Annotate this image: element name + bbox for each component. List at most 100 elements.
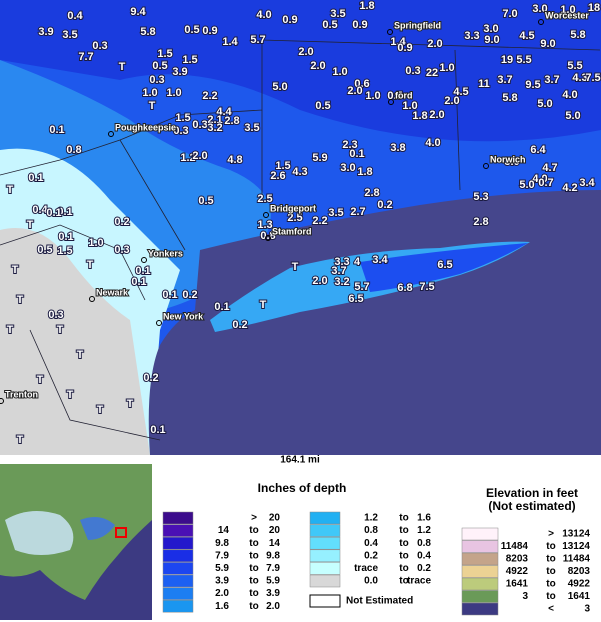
legend-to: 0.2 [417,563,431,574]
snow-reading: 0.3 [114,244,129,256]
snow-reading: 2.0 [310,60,325,72]
snow-reading: 1.5 [182,54,197,66]
snow-reading: 3.5 [330,8,345,20]
snow-reading: 0.3 [405,65,420,77]
legend-to-word: to [249,550,258,561]
snow-reading: 5.0 [272,81,287,93]
legend-from: 11484 [501,541,529,552]
legend-swatch [461,552,499,566]
snow-reading: T [87,259,94,271]
city-label: Yonkers [148,248,183,258]
snow-reading: T [119,61,126,73]
legend-title: Elevation in feet [486,486,578,500]
snow-reading: T [37,374,44,386]
snow-reading: 9.0 [540,38,555,50]
snow-reading: 19 [501,54,513,66]
legend-op: > [251,513,257,524]
snow-reading: 0.1 [58,231,73,243]
snow-reading: 7.0 [502,8,517,20]
snow-reading: 5.7 [354,281,369,293]
legend-from: 4922 [506,566,529,577]
legend-to: 7.9 [266,563,280,574]
snow-reading: 2.0 [298,46,313,58]
legend-to-word: to [249,601,258,612]
city-dot [0,398,4,404]
snow-reading: 5.8 [140,26,155,38]
snow-reading: 2.3 [342,139,357,151]
snow-reading: 2.1 [207,114,222,126]
snow-reading: 4 [354,256,361,268]
legend-to: 13124 [562,541,590,552]
city-label: Worcester [545,10,589,20]
city-dot [89,296,95,302]
state-line [0,39,601,176]
snow-reading: 3.5 [328,207,343,219]
legend-from: 9.8 [215,538,229,549]
snow-reading: 0.3 [149,74,164,86]
snow-reading: 1.8 [412,110,427,122]
snow-reading: 0.2 [377,199,392,211]
boundaries [0,39,601,441]
legend-to-word: to [546,541,555,552]
snow-reading: T [292,261,299,273]
legend-from: 3.9 [215,576,229,587]
legend-swatch [309,562,341,575]
snow-reading: 5.3 [473,191,488,203]
map: 0.4 9.43.9 3.50.37.75.8 0.5 0.91.4 5.74.0 0.9 3… [0,0,601,457]
snow-reading: 4.3 [572,72,587,84]
legend-swatch [461,527,499,541]
snow-reading: 11 [478,78,490,90]
snow-reading: 2.2 [202,90,217,102]
legend-from: 5.9 [215,563,229,574]
snow-reading: 6.4 [530,144,546,156]
snow-reading: 0.5 [315,100,330,112]
snow-reading: 2.0 [444,95,459,107]
snow-reading: 2.0 [192,150,207,162]
snow-reading: 4.5 [519,30,534,42]
snow-reading: 7.5 [585,72,600,84]
legend-op: > [548,529,554,540]
snow-reading: 6.5 [348,293,363,305]
legend-swatch [461,540,499,553]
legend-to: 1.6 [417,513,431,524]
snow-reading: 0.9 [282,14,297,26]
snow-reading: T [7,324,14,336]
city-label: Stamford [272,226,312,236]
snow-reading: T [57,324,64,336]
legend-to-word: to [249,563,258,574]
snow-reading: 0.1 [28,172,43,184]
snow-reading: 7.5 [419,281,434,293]
county-line [0,139,186,441]
snow-reading: 0.6 [354,78,369,90]
legend-swatch [309,524,341,537]
snow-reading: 0.4 [32,204,48,216]
legend-to-word: to [399,563,408,574]
snow-reading: T [260,299,267,311]
snow-reading: 3.0 [483,23,498,35]
snow-reading: 3.4 [579,177,595,189]
legend-swatch [162,574,194,588]
city-label: Bridgeport [270,203,316,213]
snow-reading: 1.8 [357,166,372,178]
snow-reading: 0.7 [538,177,553,189]
city-label: Springfield [394,20,441,30]
legend-to-word: to [249,576,258,587]
snow-reading: 3.5 [62,29,77,41]
legend-to-word: to [546,591,555,602]
snow-reading: 2.2 [312,215,327,227]
snow-reading: 5.5 [516,54,531,66]
snow-reading: 0.5 [152,60,167,72]
snow-reading: 4.0 [256,9,271,21]
legend-swatch [309,536,341,550]
snow-reading: 1.4 [222,36,238,48]
snow-reading: 2.0 [429,109,444,121]
snow-reading: T [12,264,19,276]
legend-swatch [461,565,499,578]
snow-reading: 1.0 [166,87,181,99]
snow-reading: 1.0 [365,90,380,102]
snow-reading: 3.7 [544,74,559,86]
snow-reading: 0.1 [150,424,165,436]
snow-reading: 1.0 [402,100,417,112]
snow-reading: 2.7 [350,206,365,218]
city-dot [538,19,544,25]
